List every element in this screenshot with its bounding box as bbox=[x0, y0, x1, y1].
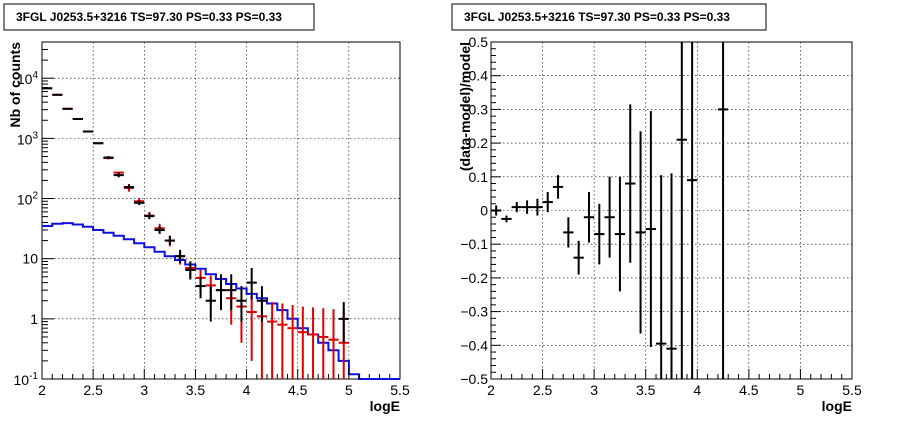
y-tick-label: 1 bbox=[30, 311, 38, 327]
y-tick-label: 102 bbox=[17, 191, 39, 208]
y-tick-label: −0.4 bbox=[460, 337, 488, 353]
x-tick-label: 4 bbox=[693, 382, 701, 398]
y-tick-label: 10 bbox=[22, 251, 38, 267]
x-tick-label: 4 bbox=[243, 382, 251, 398]
y-axis-label: Nb of counts bbox=[7, 42, 23, 128]
axis-ticks: 2 2.5 3 3.5 4 4.5 5 5.5 10-1 1 10 102 103 104 bbox=[14, 41, 410, 398]
chart-title: 3FGL J0253.5+3216 TS=97.30 PS=0.33 PS=0.… bbox=[16, 10, 282, 24]
data-marks bbox=[42, 87, 400, 380]
model-background-step bbox=[42, 222, 400, 380]
y-tick-label: 0.1 bbox=[469, 169, 489, 185]
y-tick-label: −0.5 bbox=[460, 371, 488, 387]
residuals-panel: 3FGL J0253.5+3216 TS=97.30 PS=0.33 PS=0.… bbox=[451, 3, 862, 414]
chart-title: 3FGL J0253.5+3216 TS=97.30 PS=0.33 PS=0.… bbox=[464, 10, 730, 24]
x-axis-label: logE bbox=[822, 398, 852, 414]
y-tick-label: 0.5 bbox=[469, 34, 489, 50]
y-tick-label: 10-1 bbox=[14, 371, 39, 388]
x-tick-label: 5 bbox=[345, 382, 353, 398]
x-tick-label: 2 bbox=[487, 382, 495, 398]
title-box bbox=[451, 3, 767, 31]
y-tick-label: −0.2 bbox=[460, 270, 488, 286]
x-tick-label: 3 bbox=[590, 382, 598, 398]
x-tick-label: 3.5 bbox=[186, 382, 206, 398]
x-tick-label: 5.5 bbox=[390, 382, 410, 398]
y-tick-label: 0.2 bbox=[469, 135, 489, 151]
data-marks bbox=[491, 42, 729, 379]
counts-panel: 3FGL J0253.5+3216 TS=97.30 PS=0.33 PS=0.… bbox=[3, 3, 410, 414]
x-tick-label: 5.5 bbox=[842, 382, 862, 398]
x-tick-label: 2 bbox=[38, 382, 46, 398]
y-tick-label: −0.1 bbox=[460, 236, 488, 252]
x-tick-label: 4.5 bbox=[288, 382, 308, 398]
x-tick-label: 2.5 bbox=[83, 382, 103, 398]
grid bbox=[42, 42, 400, 379]
x-tick-label: 2.5 bbox=[533, 382, 553, 398]
title-box bbox=[3, 3, 315, 31]
y-tick-label: 0 bbox=[480, 203, 488, 219]
plot-frame bbox=[41, 41, 401, 380]
y-axis-label: (data-model)/model bbox=[457, 42, 473, 171]
y-tick-label: 0.3 bbox=[469, 101, 489, 117]
axis-ticks: 2 2.5 3 3.5 4 4.5 5 5.5 −0.5 −0.4 −0.3 −0.2 −0.1 0 0.1… bbox=[460, 34, 862, 398]
x-tick-label: 3 bbox=[140, 382, 148, 398]
y-tick-label: 104 bbox=[17, 70, 39, 87]
x-tick-label: 3.5 bbox=[636, 382, 656, 398]
x-axis-label: logE bbox=[370, 398, 400, 414]
y-tick-label: 0.4 bbox=[469, 68, 489, 84]
x-tick-label: 4.5 bbox=[739, 382, 759, 398]
y-tick-label: 103 bbox=[17, 130, 39, 147]
y-tick-label: −0.3 bbox=[460, 304, 488, 320]
x-tick-label: 5 bbox=[797, 382, 805, 398]
